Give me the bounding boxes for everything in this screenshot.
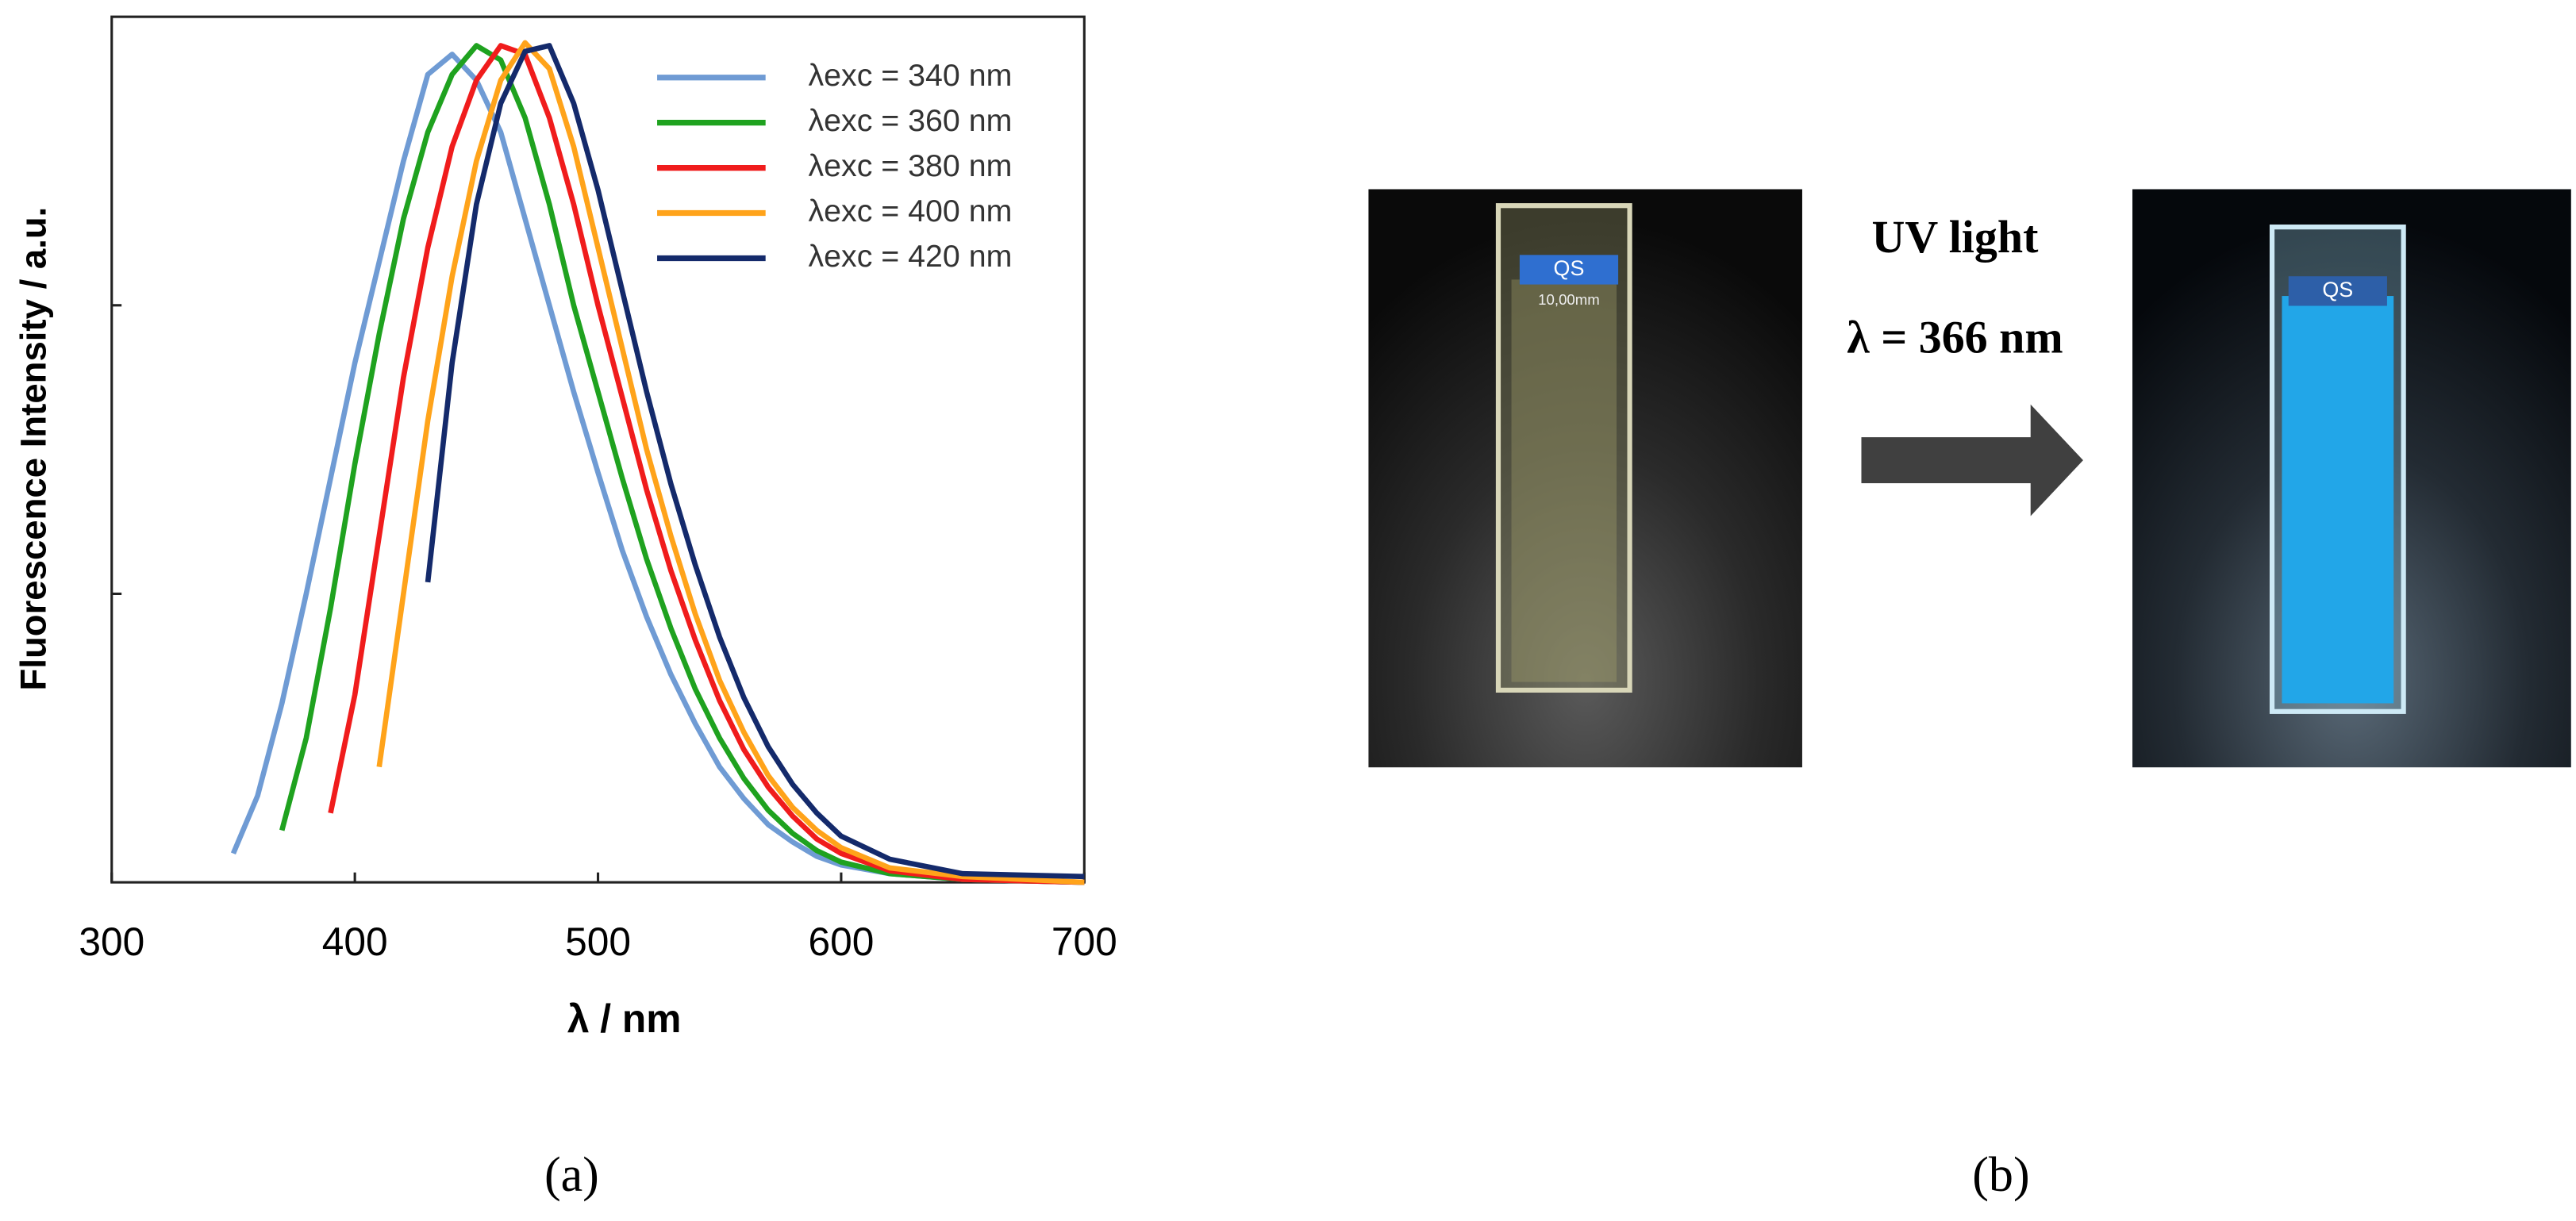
wavelength: λ = 366 nm (1847, 311, 2063, 363)
x-axis-label: λ / nm (567, 996, 682, 1041)
x-tick-label: 500 (565, 920, 631, 964)
plot-frame (110, 15, 1086, 884)
y-axis-label: Fluorescence Intensity / a.u. (13, 207, 54, 691)
cuvette-size: 10,00mm (1538, 291, 1600, 308)
legend-label: λexc = 360 nm (809, 103, 1013, 138)
photo-before: QS 10,00mm (1368, 189, 1802, 768)
arrow (1861, 404, 2083, 516)
legend-label: λexc = 340 nm (809, 58, 1013, 93)
series-line (328, 43, 1085, 885)
cuvette-mark: QS (2322, 278, 2353, 301)
series-line (279, 43, 1085, 885)
series-line (230, 52, 1085, 885)
x-tick-label: 600 (808, 920, 874, 964)
x-tick-label: 400 (322, 920, 388, 964)
panel-label: (a) (544, 1148, 599, 1202)
series-line (376, 40, 1085, 885)
legend-label: λexc = 420 nm (809, 239, 1013, 274)
legend-label: λexc = 400 nm (809, 194, 1013, 228)
cuvette-mark: QS (1554, 256, 1585, 280)
x-tick-label: 300 (79, 920, 144, 964)
photo-after: QS (2132, 189, 2571, 768)
panel-label: (b) (1972, 1148, 2029, 1202)
series-line (425, 43, 1085, 880)
legend-label: λexc = 380 nm (809, 148, 1013, 183)
x-tick-label: 700 (1052, 920, 1117, 964)
arrow-text: UV light (1872, 211, 2040, 263)
